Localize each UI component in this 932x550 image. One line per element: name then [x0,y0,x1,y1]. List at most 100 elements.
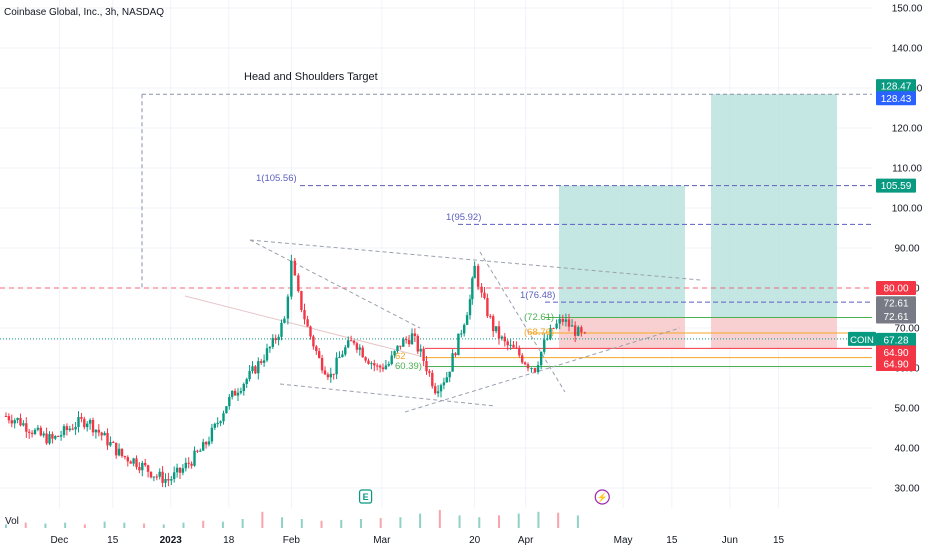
candle-body [170,479,173,481]
volume-bar [241,519,244,528]
fib-label-76: 1(76.48) [520,290,555,301]
dividend-flash-icon[interactable] [594,489,610,505]
y-tick-label: 100.00 [892,204,923,215]
candle-body [199,450,202,452]
fib-label-95: 1(95.92) [446,212,481,223]
candle-body [181,468,185,473]
y-tick-label: 110.00 [892,164,922,175]
candle-body [86,423,89,428]
candle-body [303,309,306,320]
candle-body [173,472,176,480]
volume-bar [557,512,560,528]
candle-body [187,462,190,464]
volume-bar [64,522,67,528]
candle-body [25,423,28,432]
candle-body [434,386,437,394]
candle-body [381,367,385,370]
candle-body [480,286,483,293]
candle-body [65,426,69,431]
candle-body [300,291,303,310]
x-tick-label: 15 [666,535,678,546]
candle-body [344,347,347,355]
candle-body [428,371,431,373]
candle-body [161,471,164,483]
candle-body [364,357,367,361]
candle-body [518,348,521,356]
candle-body [471,278,474,300]
candle-body [338,357,341,359]
price-tag [876,91,916,106]
candle-body [39,427,42,436]
candle-body [405,339,408,341]
candle-body [13,420,16,424]
candle-body [112,441,115,443]
candle-body [410,333,414,345]
candle-body [28,431,31,433]
candle-body [225,406,228,414]
trend-diag-1 [249,239,421,329]
candles [4,254,587,488]
candle-body [497,326,501,339]
candle-body [473,265,476,279]
volume-bar [261,511,264,528]
y-tick-label: 50.00 [894,404,919,415]
candle-body [521,355,524,363]
neckline-upper [249,239,701,281]
volume-bar [419,513,422,528]
candle-body [254,366,257,374]
candle-body [207,441,211,445]
candle-body [315,346,318,352]
price-tag-text: 80.00 [883,284,908,295]
candle-body [460,333,463,335]
candle-body [77,417,80,427]
candle-body [293,260,297,276]
candle-body [132,458,135,464]
candle-body [48,434,51,444]
candle-body [312,336,315,347]
candle-body [523,362,527,365]
price-tag [876,309,916,324]
volume-bar [103,521,106,528]
candle-body [468,299,472,316]
candle-body [486,298,489,317]
candle-body [393,351,396,356]
volume-bar [300,519,303,528]
price-tag-text: 105.59 [881,181,912,192]
candle-body [306,319,309,327]
candle-body [509,344,512,346]
volume-bar [576,515,579,528]
volume-bar [162,524,165,528]
candle-body [262,360,266,363]
volume-bar [399,517,402,528]
candle-body [358,347,361,350]
candle-body [476,265,480,287]
symbol-title: Coinbase Global, Inc., 3h, NASDAQ [4,7,164,18]
trend-diag-3 [479,251,566,393]
candle-body [335,357,338,375]
x-tick-label: 15 [773,535,785,546]
candle-body [465,315,469,325]
price-tag [876,178,916,193]
candle-body [123,456,127,458]
candle-body [7,416,11,421]
candle-body [245,379,248,384]
x-tick-label: 20 [469,535,481,546]
candle-body [533,368,537,373]
trend-diag-2 [404,327,681,413]
candle-body [152,476,156,478]
candle-body [54,436,57,439]
candle-body [297,275,300,292]
volume-bar [143,523,146,528]
volume-bar [182,522,185,528]
candle-body [42,433,45,436]
price-tag-text: 128.47 [881,82,912,93]
candle-body [347,340,350,348]
candle-body [45,433,48,444]
earnings-icon[interactable] [359,489,373,504]
candle-body [483,292,486,299]
price-tag [876,357,916,371]
candle-body [439,385,443,392]
volume-bar [537,511,540,528]
pattern-label: Head and Shoulders Target [244,71,378,83]
